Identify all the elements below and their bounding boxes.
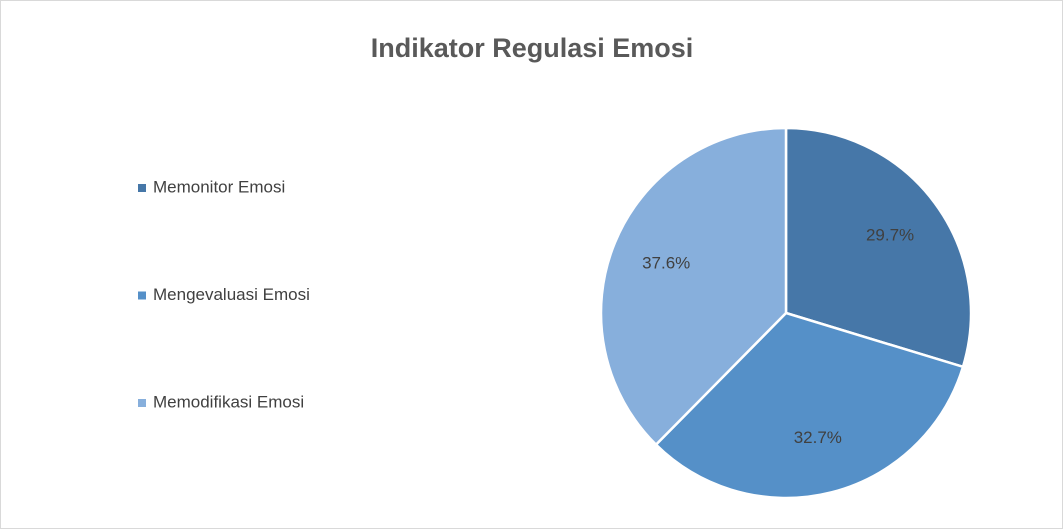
pie-slice [654,311,965,500]
legend-label: Memonitor Emosi [153,177,285,196]
pie-slice [599,126,788,447]
data-label: 29.7% [866,225,914,244]
chart-title: Indikator Regulasi Emosi [371,33,694,63]
data-label: 32.7% [794,428,842,447]
legend-swatch [138,399,146,407]
legend-label: Mengevaluasi Emosi [153,285,310,304]
data-label: 37.6% [642,253,690,272]
legend-swatch [138,184,146,192]
legend-swatch [138,291,146,300]
legend-label: Memodifikasi Emosi [153,392,304,411]
pie-slice [784,126,973,369]
